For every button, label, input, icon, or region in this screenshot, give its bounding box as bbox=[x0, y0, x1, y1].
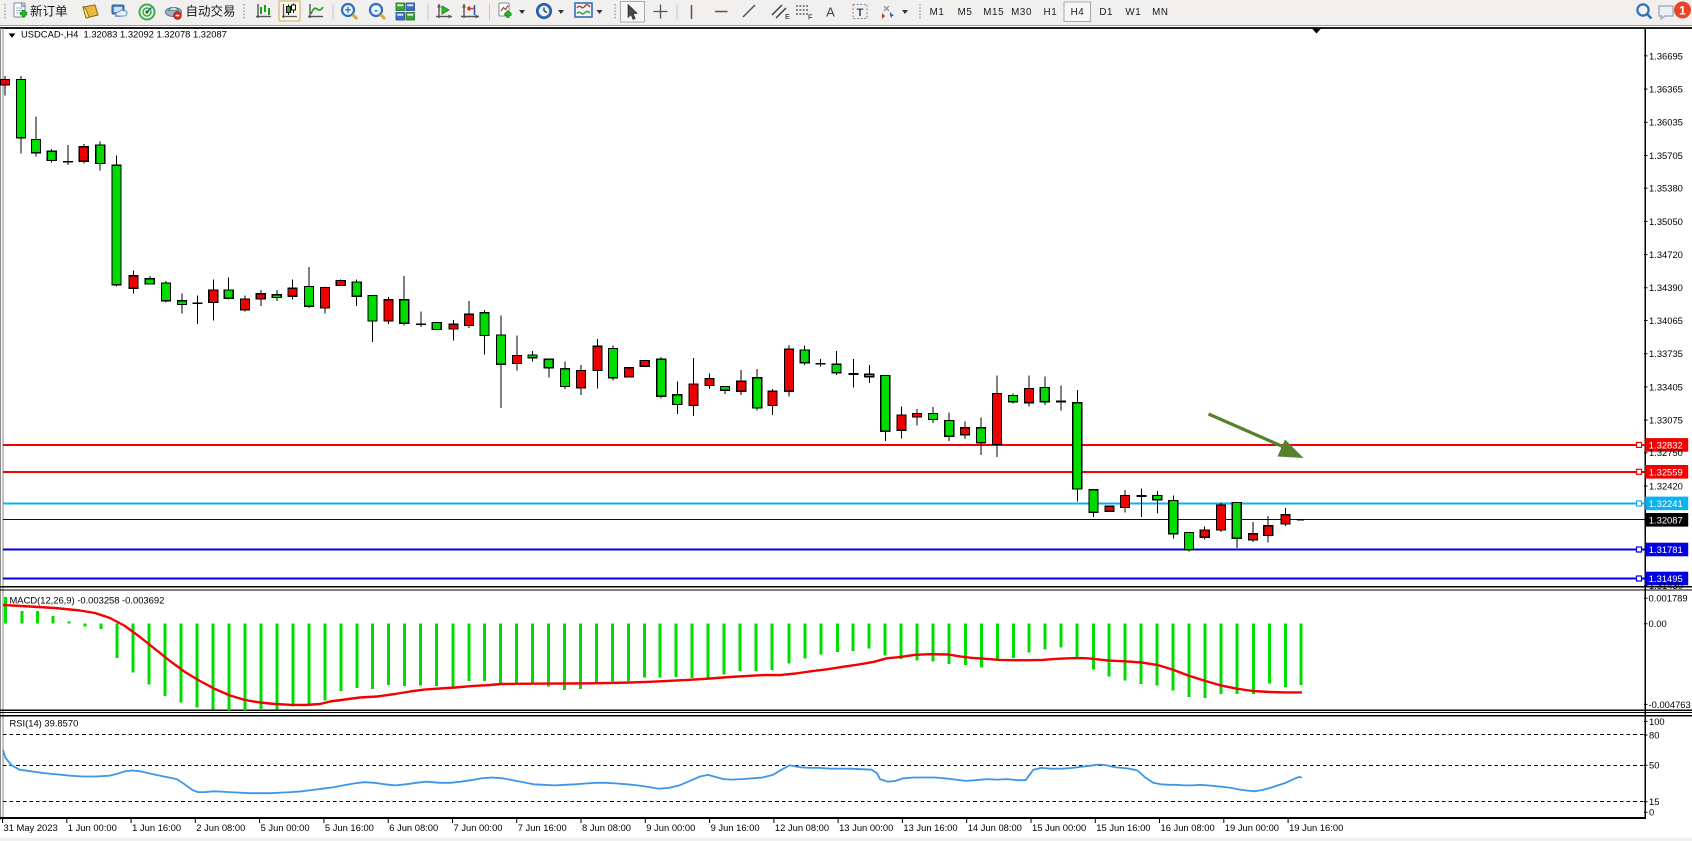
svg-text:1.31781: 1.31781 bbox=[1649, 544, 1683, 555]
svg-text:19 Jun 00:00: 19 Jun 00:00 bbox=[1225, 822, 1279, 833]
svg-text:13 Jun 00:00: 13 Jun 00:00 bbox=[839, 822, 893, 833]
svg-text:15 Jun 16:00: 15 Jun 16:00 bbox=[1096, 822, 1150, 833]
svg-text:1.34065: 1.34065 bbox=[1649, 315, 1683, 326]
svg-text:F: F bbox=[808, 13, 813, 22]
svg-text:16 Jun 08:00: 16 Jun 08:00 bbox=[1161, 822, 1215, 833]
svg-text:0.001789: 0.001789 bbox=[1649, 593, 1688, 604]
svg-text:7 Jun 00:00: 7 Jun 00:00 bbox=[454, 822, 503, 833]
svg-text:W1: W1 bbox=[1125, 7, 1141, 18]
svg-text:1.36365: 1.36365 bbox=[1649, 84, 1683, 95]
svg-text:8 Jun 08:00: 8 Jun 08:00 bbox=[582, 822, 631, 833]
svg-text:1.32559: 1.32559 bbox=[1649, 466, 1683, 477]
svg-text:自动交易: 自动交易 bbox=[186, 4, 236, 19]
svg-text:M15: M15 bbox=[983, 7, 1004, 18]
svg-text:1.34720: 1.34720 bbox=[1649, 249, 1683, 260]
svg-text:1.31430: 1.31430 bbox=[1649, 580, 1683, 591]
svg-text:15: 15 bbox=[1649, 796, 1659, 807]
svg-text:1.35050: 1.35050 bbox=[1649, 216, 1683, 227]
svg-text:MN: MN bbox=[1152, 7, 1168, 18]
svg-text:19 Jun 16:00: 19 Jun 16:00 bbox=[1289, 822, 1343, 833]
svg-text:1.32420: 1.32420 bbox=[1649, 480, 1683, 491]
svg-text:A: A bbox=[826, 5, 835, 20]
svg-text:H1: H1 bbox=[1044, 7, 1058, 18]
svg-text:50: 50 bbox=[1649, 760, 1659, 771]
svg-text:+: + bbox=[345, 5, 352, 17]
svg-text:5 Jun 00:00: 5 Jun 00:00 bbox=[261, 822, 310, 833]
svg-text:100: 100 bbox=[1649, 716, 1665, 727]
svg-text:1.36695: 1.36695 bbox=[1649, 50, 1683, 61]
svg-text:D1: D1 bbox=[1099, 7, 1113, 18]
svg-text:新订单: 新订单 bbox=[30, 4, 68, 19]
svg-text:15 Jun 00:00: 15 Jun 00:00 bbox=[1032, 822, 1086, 833]
svg-text:M5: M5 bbox=[958, 7, 973, 18]
svg-text:0.00: 0.00 bbox=[1649, 618, 1667, 629]
svg-text:1: 1 bbox=[1679, 3, 1686, 17]
svg-text:USDCAD-,H4 1.32083 1.32092 1.: USDCAD-,H4 1.32083 1.32092 1.32078 1.320… bbox=[21, 28, 227, 39]
svg-text:M30: M30 bbox=[1011, 7, 1032, 18]
svg-text:1 Jun 16:00: 1 Jun 16:00 bbox=[132, 822, 181, 833]
svg-text:1.34390: 1.34390 bbox=[1649, 282, 1683, 293]
svg-text:12 Jun 08:00: 12 Jun 08:00 bbox=[775, 822, 829, 833]
svg-text:MACD(12,26,9) -0.003258 -0.003: MACD(12,26,9) -0.003258 -0.003692 bbox=[10, 595, 165, 606]
svg-text:1.35705: 1.35705 bbox=[1649, 150, 1683, 161]
svg-text:1.33405: 1.33405 bbox=[1649, 381, 1683, 392]
svg-text:-0.004763: -0.004763 bbox=[1649, 699, 1691, 710]
svg-text:7 Jun 16:00: 7 Jun 16:00 bbox=[518, 822, 567, 833]
svg-text:0: 0 bbox=[1649, 807, 1654, 818]
svg-text:1.33735: 1.33735 bbox=[1649, 348, 1683, 359]
svg-text:1.32241: 1.32241 bbox=[1649, 498, 1683, 509]
svg-text:T: T bbox=[857, 7, 864, 19]
svg-text:6 Jun 08:00: 6 Jun 08:00 bbox=[389, 822, 438, 833]
svg-text:1 Jun 00:00: 1 Jun 00:00 bbox=[68, 822, 117, 833]
svg-text:80: 80 bbox=[1649, 729, 1659, 740]
svg-text:2 Jun 08:00: 2 Jun 08:00 bbox=[196, 822, 245, 833]
svg-text:M1: M1 bbox=[930, 7, 945, 18]
svg-text:9 Jun 16:00: 9 Jun 16:00 bbox=[711, 822, 760, 833]
svg-text:1.32087: 1.32087 bbox=[1649, 514, 1683, 525]
svg-text:9 Jun 00:00: 9 Jun 00:00 bbox=[646, 822, 695, 833]
svg-text:5 Jun 16:00: 5 Jun 16:00 bbox=[325, 822, 374, 833]
svg-text:14 Jun 08:00: 14 Jun 08:00 bbox=[968, 822, 1022, 833]
svg-text:1.36035: 1.36035 bbox=[1649, 117, 1683, 128]
svg-text:RSI(14) 39.8570: RSI(14) 39.8570 bbox=[10, 718, 79, 729]
svg-text:13 Jun 16:00: 13 Jun 16:00 bbox=[903, 822, 957, 833]
svg-text:E: E bbox=[785, 12, 790, 21]
svg-text:1.32832: 1.32832 bbox=[1649, 439, 1683, 450]
svg-text:H4: H4 bbox=[1071, 7, 1085, 18]
svg-text:1.31495: 1.31495 bbox=[1649, 573, 1683, 584]
svg-text:1.35380: 1.35380 bbox=[1649, 183, 1683, 194]
svg-text:-: - bbox=[374, 5, 378, 17]
svg-text:1.32750: 1.32750 bbox=[1649, 447, 1683, 458]
svg-text:31 May 2023: 31 May 2023 bbox=[4, 822, 58, 833]
svg-text:1.33075: 1.33075 bbox=[1649, 415, 1683, 426]
